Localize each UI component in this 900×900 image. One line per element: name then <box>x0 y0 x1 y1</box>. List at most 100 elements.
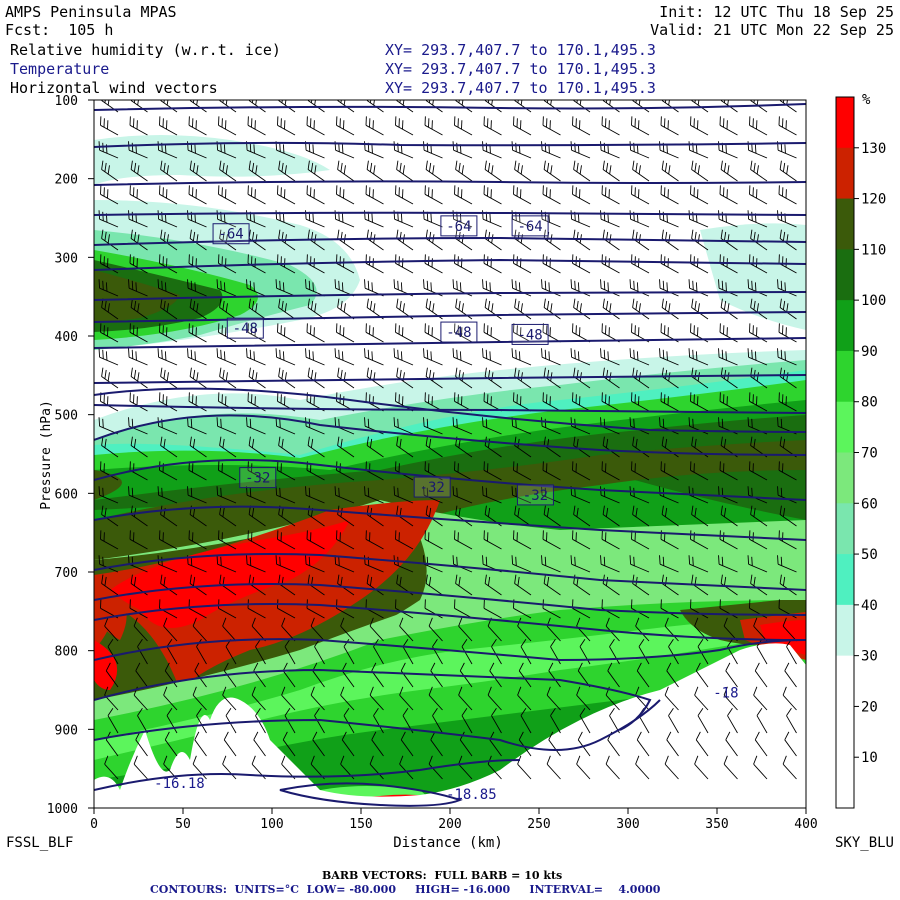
wind-barb <box>133 686 148 711</box>
wind-barb <box>423 417 443 435</box>
wind-barb <box>366 436 384 458</box>
wind-barb <box>423 279 443 297</box>
colorbar-swatch <box>836 198 854 250</box>
barb-legend: BARB VECTORS: FULL BARB = 10 kts <box>322 869 563 882</box>
wind-barb <box>720 160 738 182</box>
x-tick-label: 100 <box>260 817 283 832</box>
wind-barb <box>511 555 532 573</box>
contour-label: -64 <box>517 219 542 235</box>
wind-barb <box>602 574 620 596</box>
wind-barb <box>690 116 709 136</box>
wind-barb <box>188 392 207 412</box>
wind-barb <box>425 160 443 182</box>
wind-barb <box>216 348 237 366</box>
wind-barb <box>458 617 473 642</box>
x-tick-label: 250 <box>527 817 550 832</box>
wind-barb <box>364 348 384 366</box>
wind-barb <box>542 116 561 136</box>
wind-barb <box>284 638 296 665</box>
wind-barb <box>784 731 797 757</box>
colorbar-swatch <box>836 350 854 403</box>
wind-barb <box>778 599 797 619</box>
wind-barb <box>219 100 237 113</box>
wind-barb <box>187 486 207 504</box>
wind-barb <box>688 348 709 366</box>
wind-barb <box>690 461 709 481</box>
wind-barb <box>747 348 768 366</box>
wind-barb <box>130 298 148 320</box>
wind-barb <box>371 731 384 757</box>
wind-barb <box>691 367 709 389</box>
wind-barb <box>255 707 266 734</box>
wind-barb <box>187 279 207 297</box>
wind-barb <box>425 298 443 320</box>
wind-barb <box>104 617 119 642</box>
wind-barb <box>160 436 178 458</box>
wind-barb <box>225 707 237 734</box>
wind-barb <box>189 100 207 113</box>
wind-barb <box>605 755 620 780</box>
contour-line <box>94 638 806 662</box>
wind-barb <box>246 417 266 435</box>
wind-barb <box>666 662 679 688</box>
wind-barb <box>130 574 148 596</box>
wind-barb <box>246 210 266 228</box>
wind-barb <box>542 461 561 481</box>
wind-barb <box>337 574 355 596</box>
wind-barb <box>572 530 591 550</box>
wind-barb <box>424 461 443 481</box>
wind-barb <box>579 638 591 665</box>
wind-barb <box>550 638 561 665</box>
colorbar-label: 90 <box>861 344 878 360</box>
x-tick-label: 150 <box>349 817 372 832</box>
wind-barb <box>454 116 473 136</box>
wind-barb <box>223 731 237 757</box>
wind-barb <box>779 298 797 320</box>
wind-barb <box>423 486 443 504</box>
wind-barb <box>187 141 207 159</box>
wind-barb <box>101 436 119 458</box>
colorbar-swatch <box>836 503 854 555</box>
wind-barb <box>482 348 502 366</box>
wind-barb <box>632 160 650 182</box>
wind-barb <box>218 392 237 412</box>
wind-barb <box>246 348 266 366</box>
wind-barb <box>277 530 296 550</box>
wind-barb <box>396 160 414 182</box>
valid-time: Valid: 21 UTC Mon 22 Sep 25 <box>650 21 894 39</box>
wind-barb <box>690 392 709 412</box>
wind-barb <box>511 348 532 366</box>
right-station-label: SKY_BLU <box>835 835 894 851</box>
wind-barb <box>573 505 591 527</box>
field-temp-name: Temperature <box>10 60 110 78</box>
wind-barb <box>189 160 207 182</box>
wind-barb <box>305 141 325 159</box>
wind-barb <box>636 731 650 757</box>
wind-barb <box>454 461 473 481</box>
wind-barb <box>248 160 266 182</box>
wind-barb <box>310 617 325 642</box>
wind-barb <box>601 530 620 550</box>
wind-barb <box>725 662 738 688</box>
wind-barb <box>454 185 473 205</box>
wind-barb <box>282 662 296 688</box>
wind-barb <box>334 348 355 366</box>
wind-barb <box>105 662 119 688</box>
wind-barb <box>340 617 355 642</box>
wind-barb <box>483 185 502 205</box>
y-tick-label: 800 <box>55 645 78 660</box>
wind-barb <box>428 617 443 642</box>
wind-barb <box>278 160 296 182</box>
wind-barb <box>128 486 148 504</box>
wind-barb <box>219 160 237 182</box>
wind-barb <box>602 505 620 527</box>
wind-barb <box>660 116 679 136</box>
forecast-hour: Fcst: 105 h <box>5 21 114 39</box>
wind-barb <box>336 185 355 205</box>
wind-barb <box>723 755 738 780</box>
wind-barb <box>364 210 384 228</box>
y-tick-label: 900 <box>55 723 78 738</box>
colorbar-label: 40 <box>861 598 878 614</box>
wind-barb <box>307 160 325 182</box>
wind-barb <box>424 530 443 550</box>
